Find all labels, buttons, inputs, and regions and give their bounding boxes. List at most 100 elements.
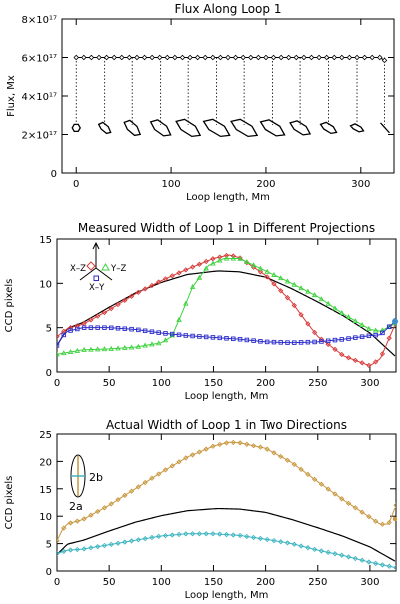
flux-point: [194, 54, 201, 61]
plot-frame: [61, 18, 395, 174]
flux-point: [346, 54, 353, 61]
data-point-yz: [257, 265, 264, 271]
data-point-b: [149, 534, 155, 541]
data-point-b: [210, 531, 216, 537]
data-point-a: [359, 509, 365, 515]
y-tick-label: 0: [46, 368, 52, 379]
data-point-yz: [196, 274, 203, 280]
data-point-xz: [345, 355, 352, 361]
cross-section-shape: [230, 118, 259, 138]
x-tick-label: 100: [162, 179, 181, 190]
flux-point: [339, 54, 345, 61]
data-point-yz: [169, 332, 176, 338]
data-point-xz: [135, 289, 141, 296]
x-axis-label: Loop length, Mm: [185, 590, 269, 601]
data-point-xy: [136, 327, 141, 333]
y-tick-label: 25: [39, 430, 52, 441]
data-point-xy: [203, 334, 209, 340]
data-point-a: [379, 521, 386, 527]
flux-point: [141, 54, 148, 61]
data-point-yz: [81, 346, 87, 352]
data-point-a: [122, 492, 128, 499]
data-point-a: [291, 461, 297, 468]
y-tick-label: 8×10¹⁷: [22, 15, 57, 26]
data-point-b: [57, 550, 60, 557]
data-point-xz: [284, 295, 291, 301]
data-point-b: [135, 537, 141, 543]
data-point-a: [108, 501, 114, 507]
data-point-a: [352, 505, 358, 511]
data-point-yz: [101, 346, 108, 352]
plot-area: [57, 252, 396, 369]
y-axis-label: CCD pixels: [4, 279, 15, 333]
data-point-xy: [61, 332, 67, 338]
data-point-xy: [346, 336, 351, 341]
data-point-yz: [338, 310, 345, 315]
panel-3: Actual Width of Loop 1 in Two Directions…: [4, 418, 398, 601]
data-point-yz: [298, 285, 304, 291]
chart-title: Measured Width of Loop 1 in Different Pr…: [78, 221, 375, 235]
data-point-a: [189, 452, 196, 458]
y-tick-label: 5: [46, 540, 52, 551]
data-point-xy: [95, 325, 100, 330]
data-point-a: [386, 519, 392, 526]
flux-point: [187, 54, 193, 61]
cross-section-shape: [289, 120, 312, 136]
data-point-xy: [312, 339, 317, 345]
flux-point: [81, 54, 87, 61]
data-point-yz: [74, 347, 81, 353]
y-tick-label: 2×10¹⁷: [22, 131, 57, 142]
chart-title: Flux Along Loop 1: [175, 2, 282, 16]
cross-section-shape: [123, 119, 142, 137]
data-point-yz: [237, 255, 243, 261]
projection-legend: X–Z Y–Z X–Y: [70, 241, 126, 293]
data-point-xy: [224, 336, 229, 341]
y-tick-label: 5: [46, 324, 52, 335]
data-point-yz: [325, 300, 331, 306]
flux-point: [308, 54, 315, 61]
data-point-b: [115, 540, 121, 546]
flux-point: [225, 54, 231, 61]
data-point-yz: [379, 327, 386, 333]
data-point-b: [386, 563, 392, 569]
flux-point: [381, 57, 388, 64]
data-point-a: [250, 443, 257, 449]
y-tick-label: 6×10¹⁷: [22, 54, 57, 65]
data-point-xz: [115, 301, 121, 308]
data-point-a: [339, 496, 345, 502]
data-point-xz: [88, 317, 94, 323]
data-point-xy: [57, 343, 60, 348]
series-yz: [57, 255, 396, 357]
data-point-yz: [311, 292, 318, 298]
flux-point: [217, 54, 224, 61]
data-point-xy: [325, 338, 331, 344]
data-point-xz: [61, 328, 67, 334]
data-point-xy: [75, 326, 80, 332]
data-point-xz: [95, 313, 101, 319]
plot-area: [57, 439, 396, 571]
legend-label-xz: X–Z: [70, 264, 86, 274]
cross-section-shape: [202, 118, 231, 138]
legend-label-b: 2b: [89, 471, 103, 484]
x-tick-label: 0: [54, 378, 60, 389]
legend-label-xy: X–Y: [89, 283, 105, 293]
data-point-xz: [278, 288, 284, 294]
data-point-yz: [284, 278, 291, 284]
y-tick-label: 15: [39, 485, 52, 496]
data-point-b: [278, 539, 284, 545]
data-point-xy: [244, 337, 250, 343]
y-axis-label: CCD pixels: [4, 476, 15, 530]
data-point-xz: [237, 255, 243, 261]
cross-section-shape: [380, 122, 390, 134]
data-point-xy: [278, 340, 283, 345]
data-point-a: [169, 463, 175, 469]
data-point-yz: [135, 343, 142, 349]
data-point-yz: [345, 314, 352, 320]
flux-point: [369, 54, 375, 61]
flux-point: [354, 54, 360, 61]
data-point-yz: [108, 345, 115, 351]
x-tick-label: 100: [152, 577, 171, 588]
data-point-a: [67, 520, 74, 526]
data-point-a: [332, 491, 338, 497]
flux-point: [232, 54, 239, 61]
